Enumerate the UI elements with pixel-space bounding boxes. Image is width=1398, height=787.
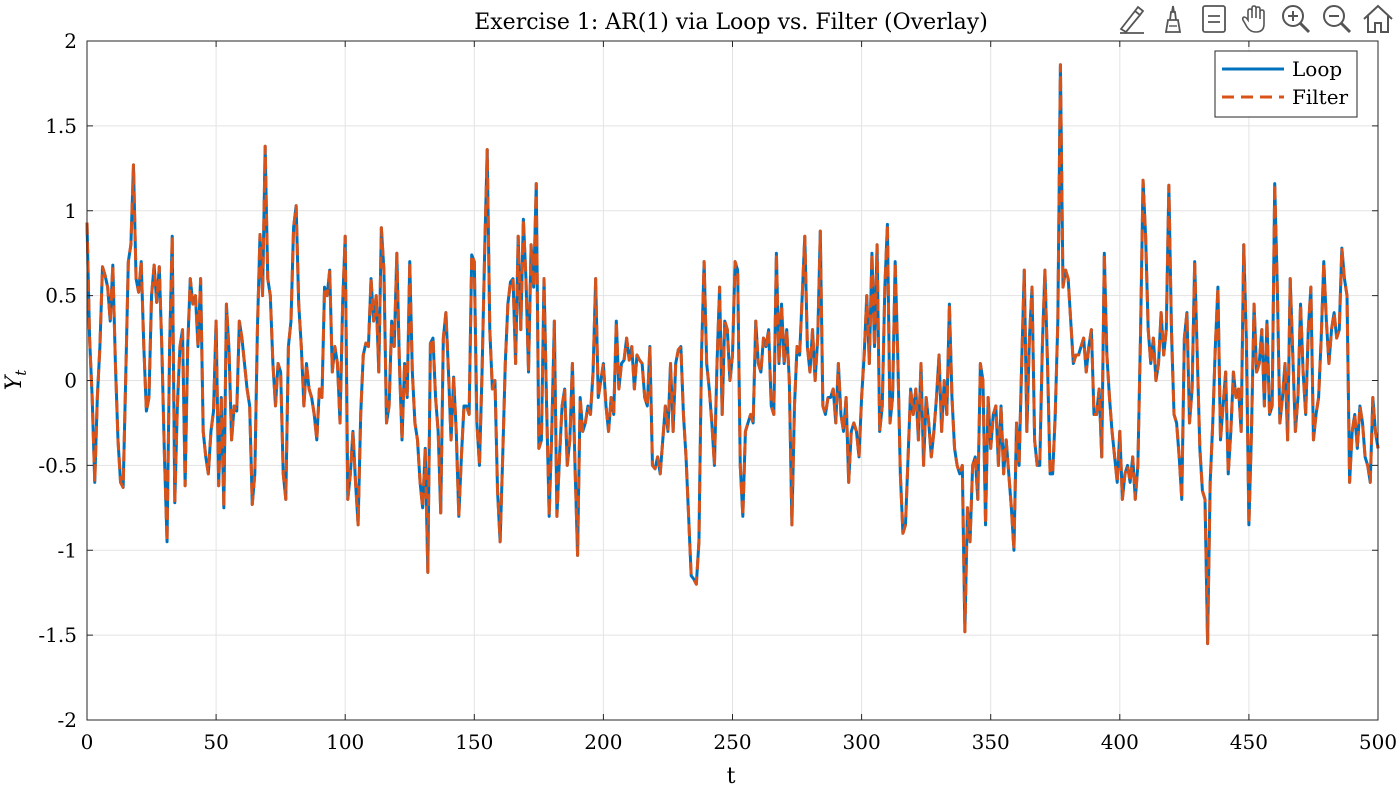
legend[interactable]: Loop Filter [1214, 50, 1358, 118]
brush-icon [1119, 5, 1145, 34]
x-tick-label: 100 [326, 730, 364, 754]
legend-box [1214, 50, 1358, 118]
x-tick-label: 250 [713, 730, 751, 754]
chart-title: Exercise 1: AR(1) via Loop vs. Filter (O… [474, 10, 988, 35]
y-tick-label: 0 [64, 369, 77, 393]
x-tick-label: 500 [1359, 730, 1397, 754]
x-tick-label: 400 [1101, 730, 1139, 754]
y-tick-label: 1.5 [45, 114, 77, 138]
series-line-filter[interactable] [85, 63, 1380, 646]
y-tick-label: -1 [58, 538, 77, 562]
data-cursor-icon [1164, 5, 1182, 33]
zoom-out-button[interactable] [1317, 0, 1357, 38]
axes-toolbar [1112, 0, 1398, 40]
zoom-in-icon [1282, 5, 1311, 34]
zoom-in-button[interactable] [1276, 0, 1316, 38]
y-tick-label: -1.5 [38, 623, 77, 647]
x-tick-label: 0 [81, 730, 94, 754]
x-axis-ticks: 0 50 100 150 200 250 300 350 400 450 500 [81, 41, 1397, 754]
x-axis-label: t [727, 764, 736, 787]
zoom-out-icon [1323, 5, 1352, 34]
x-tick-label: 300 [843, 730, 881, 754]
legend-filter-label: Filter [1292, 85, 1349, 109]
y-tick-label: 1 [64, 199, 77, 223]
plot-lines [85, 63, 1380, 646]
data-cursor-button[interactable] [1153, 0, 1193, 38]
x-tick-label: 350 [972, 730, 1010, 754]
y-tick-label: 0.5 [45, 284, 77, 308]
home-icon [1363, 4, 1393, 33]
pan-button[interactable] [1235, 0, 1275, 38]
y-tick-label: -0.5 [38, 453, 77, 477]
legend-toggle-icon [1202, 5, 1226, 33]
x-tick-label: 150 [455, 730, 493, 754]
pan-icon [1241, 5, 1265, 33]
x-tick-label: 450 [1230, 730, 1268, 754]
x-tick-label: 200 [584, 730, 622, 754]
y-tick-label: 2 [64, 29, 77, 53]
legend-loop-label: Loop [1292, 57, 1342, 81]
x-tick-label: 50 [203, 730, 228, 754]
y-axis-label: Yt [2, 369, 30, 391]
brush-button[interactable] [1112, 0, 1152, 38]
home-button[interactable] [1358, 0, 1398, 38]
legend-toggle-button[interactable] [1194, 0, 1234, 38]
y-tick-label: -2 [58, 708, 77, 732]
y-axis-ticks: -2 -1.5 -1 -0.5 0 0.5 1 1.5 2 [38, 29, 1378, 732]
